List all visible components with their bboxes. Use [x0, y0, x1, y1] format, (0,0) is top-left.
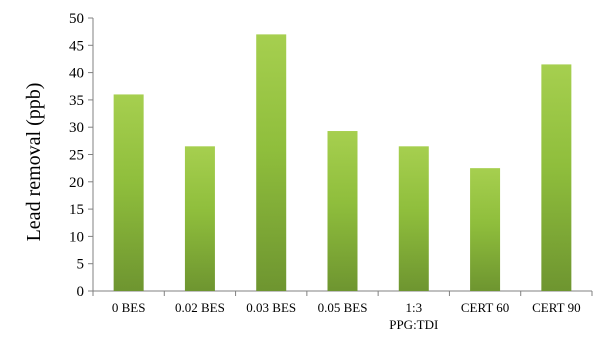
y-tick-label: 10: [69, 229, 84, 245]
x-tick-label-line: CERT 60: [461, 300, 509, 315]
x-tick-label: 0.03 BES: [246, 300, 296, 315]
x-tick-label: CERT 60: [461, 300, 509, 315]
y-tick-label: 25: [69, 148, 84, 164]
x-tick-label-line: 0.02 BES: [175, 300, 225, 315]
bar: [184, 146, 215, 291]
y-tick-label: 45: [69, 38, 84, 54]
x-tick-label: 1:3 PPG:TDI: [389, 300, 438, 332]
x-tick-label-line: PPG:TDI: [389, 317, 438, 332]
x-tick-label-line: 0.03 BES: [246, 300, 296, 315]
y-tick-label: 15: [69, 202, 84, 218]
bar: [470, 168, 501, 291]
y-axis-label: Lead removal (ppb): [23, 83, 45, 242]
bar: [541, 64, 572, 291]
x-tick-label: 0.05 BES: [318, 300, 368, 315]
x-tick-label-line: CERT 90: [532, 300, 580, 315]
bar: [398, 146, 429, 291]
y-tick-label: 20: [69, 175, 84, 191]
y-tick-label: 0: [77, 284, 85, 300]
bar: [256, 34, 287, 291]
x-tick-label: 0.02 BES: [175, 300, 225, 315]
x-tick-label-line: 0 BES: [112, 300, 146, 315]
bar: [113, 94, 144, 291]
x-tick-label: CERT 90: [532, 300, 580, 315]
x-tick-label-line: 1:3: [405, 300, 422, 315]
x-tick-label: 0 BES: [112, 300, 146, 315]
bar: [327, 131, 358, 291]
y-tick-label: 40: [69, 66, 84, 82]
y-tick-label: 30: [69, 120, 84, 136]
y-tick-label: 5: [77, 257, 85, 273]
y-tick-label: 50: [69, 11, 84, 27]
plot-area: 0 5 10 15 20 25 30 35 40 45 50 0 BES 0.02 BES 0.03 BE…: [69, 11, 593, 332]
x-tick-label-line: 0.05 BES: [318, 300, 368, 315]
y-tick-label: 35: [69, 93, 84, 109]
